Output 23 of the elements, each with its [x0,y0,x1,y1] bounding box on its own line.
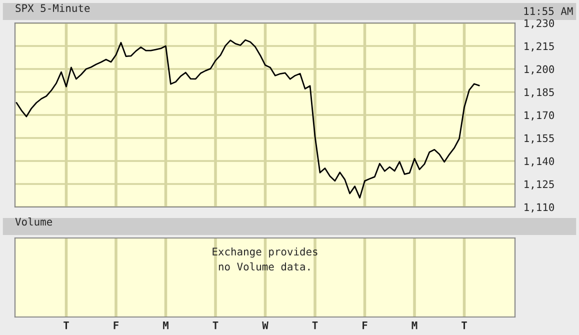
text: Exchange provides no Volume data. [212,247,318,271]
y-tick-label: 1,140 [524,157,554,166]
category-label: M [163,321,168,330]
category-label: T [64,321,69,330]
category-label: F [114,321,119,330]
category-label: W [262,321,268,330]
y-tick-label: 1,155 [524,134,554,144]
y-tick-label: 1,125 [524,180,554,190]
y-tick-label: 1,215 [524,42,554,52]
category-label: T [212,321,218,330]
chart-title: SPX 5-Minute [16,4,90,12]
y-tick-label: 1,200 [524,65,554,74]
y-tick-label: 1,185 [524,88,554,98]
category-label: T [462,321,467,330]
y-tick-label: 1,110 [524,203,554,212]
category-label: F [362,321,368,330]
text: 11:55 AM [524,7,573,16]
category-label: M [412,321,418,330]
line-series [16,39,480,198]
category-label: T [312,321,318,330]
y-tick-label: 1,230 [524,19,554,28]
text: Volume [15,218,52,226]
y-tick-label: 1,170 [524,111,554,120]
